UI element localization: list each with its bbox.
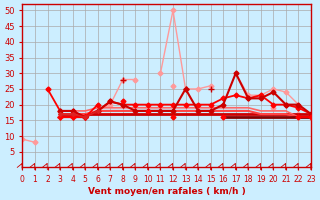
X-axis label: Vent moyen/en rafales ( km/h ): Vent moyen/en rafales ( km/h ) <box>88 187 246 196</box>
